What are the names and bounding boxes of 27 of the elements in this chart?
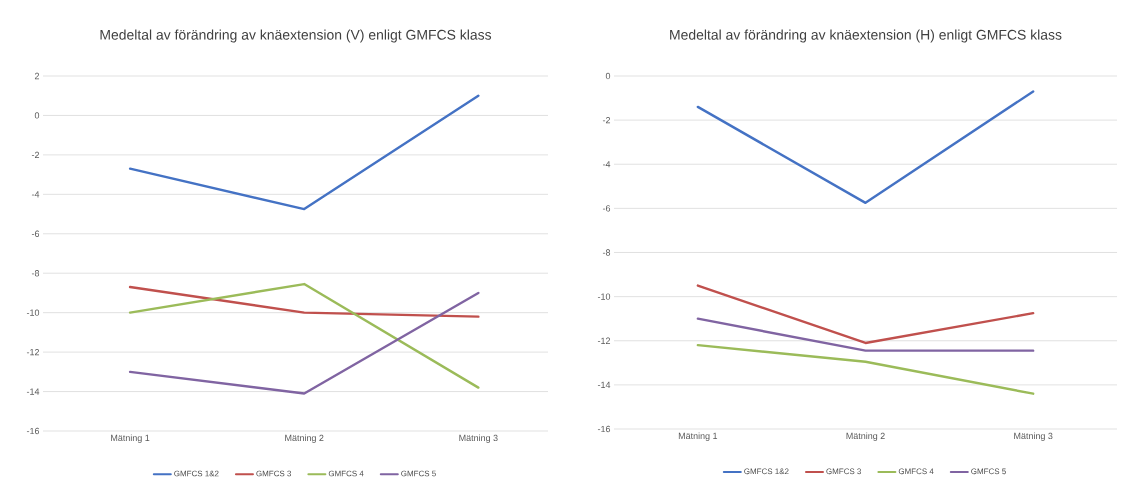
x-tick-label: Mätning 1 bbox=[111, 434, 150, 443]
y-tick-label: -6 bbox=[602, 205, 611, 212]
y-tick-label: -4 bbox=[31, 191, 40, 198]
y-tick-label: 2 bbox=[34, 72, 40, 80]
y-tick-label: 0 bbox=[34, 112, 40, 119]
y-tick-label: -14 bbox=[597, 381, 611, 388]
y-tick-label: -10 bbox=[26, 309, 40, 316]
x-tick-label: Mätning 2 bbox=[846, 432, 885, 441]
y-tick-label: -16 bbox=[597, 425, 611, 433]
y-tick-label: -14 bbox=[26, 388, 40, 395]
y-tick-label: -16 bbox=[26, 427, 40, 435]
y-tick-label: -12 bbox=[597, 337, 611, 344]
y-tick-label: -6 bbox=[31, 230, 40, 237]
chart-title: Medeltal av förändring av knäextension (H) enligt GMFCS klass bbox=[670, 29, 1062, 43]
x-tick-label: Mätning 2 bbox=[285, 434, 324, 443]
x-tick-label: Mätning 3 bbox=[459, 434, 498, 443]
y-tick-label: -4 bbox=[602, 161, 611, 168]
chart-title: Medeltal av förändring av knäextension (V) enligt GMFCS klass bbox=[100, 29, 492, 43]
y-tick-label: -2 bbox=[31, 151, 40, 159]
y-tick-label: -12 bbox=[26, 348, 40, 356]
y-tick-label: 0 bbox=[605, 72, 611, 80]
y-tick-label: -8 bbox=[31, 270, 40, 277]
y-tick-label: -8 bbox=[602, 249, 611, 256]
x-tick-label: Mätning 1 bbox=[678, 432, 718, 441]
y-tick-label: -10 bbox=[597, 293, 611, 300]
y-tick-label: -2 bbox=[602, 116, 611, 124]
x-tick-label: Mätning 3 bbox=[1014, 432, 1053, 441]
